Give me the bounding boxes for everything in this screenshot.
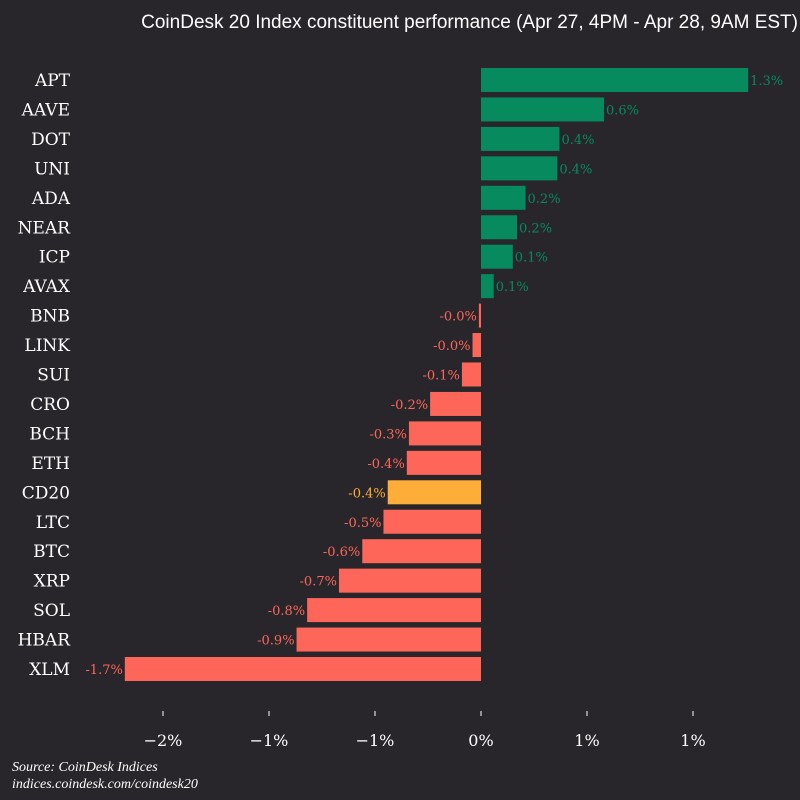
category-label: APT — [34, 71, 71, 91]
category-label: ADA — [31, 189, 71, 209]
data-label: 0.2% — [528, 192, 561, 207]
category-label: NEAR — [18, 218, 72, 238]
data-label: 0.6% — [606, 103, 639, 118]
data-label: 0.2% — [519, 221, 552, 236]
data-label: -0.0% — [439, 310, 476, 325]
data-label: 0.4% — [559, 162, 592, 177]
x-tick-label: 1% — [574, 731, 599, 750]
bar-near — [481, 215, 518, 240]
category-label: UNI — [34, 159, 70, 179]
data-label: -0.2% — [391, 398, 428, 413]
data-label: -0.4% — [348, 486, 385, 501]
bar-uni — [481, 156, 558, 181]
category-label: SUI — [37, 366, 70, 386]
data-label: -0.4% — [367, 457, 404, 472]
category-label: SOL — [33, 601, 70, 621]
bar-eth — [406, 450, 481, 475]
bar-bch — [408, 421, 481, 446]
bar-apt — [481, 68, 749, 92]
category-label: BTC — [33, 542, 70, 562]
bar-cd20 — [387, 480, 481, 505]
category-label: AAVE — [21, 100, 70, 120]
category-label: BNB — [30, 307, 70, 327]
data-label: -0.9% — [257, 634, 294, 649]
data-label: -0.7% — [300, 575, 337, 590]
bar-dot — [481, 126, 560, 151]
category-label: HBAR — [18, 631, 72, 651]
bar-avax — [481, 274, 494, 299]
data-label: -0.5% — [344, 516, 381, 531]
data-label: -0.0% — [433, 339, 470, 354]
category-label: XLM — [29, 660, 70, 680]
data-label: -0.6% — [323, 545, 360, 560]
data-label: 0.1% — [496, 280, 529, 295]
x-tick-label: −1% — [356, 731, 395, 750]
category-label: CRO — [30, 395, 70, 415]
category-label: AVAX — [22, 277, 71, 297]
data-label: 0.4% — [561, 133, 594, 148]
category-label: CD20 — [22, 483, 70, 503]
data-label: -0.1% — [422, 369, 459, 384]
x-tick-label: 0% — [468, 731, 493, 750]
data-label: 1.3% — [750, 74, 783, 89]
x-tick-label: 1% — [680, 731, 705, 750]
bar-sui — [461, 362, 481, 387]
data-label: 0.1% — [515, 251, 548, 266]
bar-ada — [481, 185, 526, 210]
bar-cro — [430, 391, 481, 416]
bar-hbar — [296, 627, 481, 652]
x-tick-label: −2% — [144, 731, 183, 750]
x-tick-label: −1% — [250, 731, 289, 750]
category-label: LINK — [24, 336, 70, 356]
category-label: DOT — [31, 130, 71, 150]
bar-link — [472, 333, 481, 358]
bar-xrp — [338, 568, 481, 593]
bar-btc — [362, 539, 481, 564]
category-label: XRP — [34, 572, 70, 592]
data-label: -1.7% — [85, 663, 122, 678]
bar-sol — [307, 598, 481, 623]
category-label: BCH — [29, 424, 70, 444]
data-label: -0.3% — [369, 427, 406, 442]
source-url: indices.coindesk.com/coindesk20 — [12, 777, 198, 792]
bar-icp — [481, 244, 513, 269]
bar-xlm — [124, 657, 481, 681]
category-label: ICP — [39, 248, 70, 268]
bar-ltc — [383, 509, 481, 534]
chart-title: CoinDesk 20 Index constituent performanc… — [141, 12, 798, 33]
category-label: LTC — [36, 513, 70, 533]
bar-bnb — [478, 303, 481, 328]
data-label: -0.8% — [268, 604, 305, 619]
source-note: Source: CoinDesk Indices indices.coindes… — [12, 759, 198, 793]
bar-aave — [481, 97, 604, 122]
category-label: ETH — [31, 454, 70, 474]
source-text: Source: CoinDesk Indices — [12, 760, 158, 775]
